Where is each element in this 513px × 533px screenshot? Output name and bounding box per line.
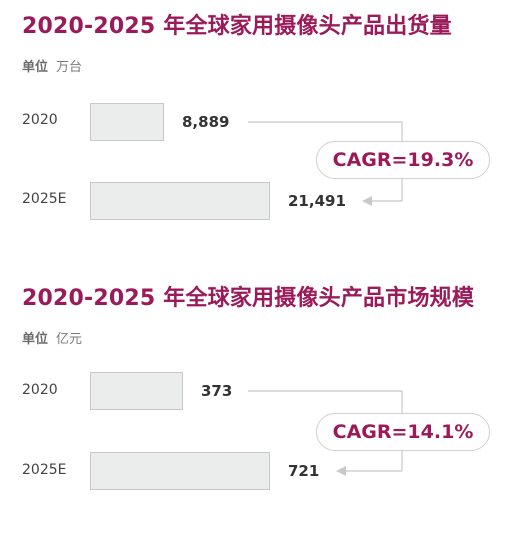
- unit-label: 单位: [22, 332, 49, 347]
- unit-row: 单位 万台: [22, 56, 82, 75]
- cagr-badge: CAGR=14.1%: [316, 413, 490, 451]
- value-label: 373: [201, 382, 233, 400]
- cagr-badge: CAGR=19.3%: [316, 141, 490, 179]
- arrow-head-icon: [336, 466, 346, 476]
- category-label: 2025E: [22, 462, 67, 478]
- arrow-head-icon: [362, 196, 372, 206]
- value-label: 8,889: [182, 113, 230, 131]
- shipment-chart: 2020-2025 年全球家用摄像头产品出货量 单位 万台 2020 2025E …: [0, 0, 513, 250]
- category-label: 2020: [22, 112, 58, 128]
- unit-label: 单位: [22, 60, 49, 75]
- bar: [90, 103, 164, 141]
- chart-title: 2020-2025 年全球家用摄像头产品市场规模: [22, 286, 475, 311]
- unit-value: 亿元: [56, 332, 83, 347]
- unit-value: 万台: [56, 60, 83, 75]
- unit-row: 单位 亿元: [22, 328, 82, 347]
- chart-title: 2020-2025 年全球家用摄像头产品出货量: [22, 14, 452, 39]
- bar: [90, 372, 183, 410]
- bar: [90, 182, 270, 220]
- market-size-chart: 2020-2025 年全球家用摄像头产品市场规模 单位 亿元 2020 2025E…: [0, 272, 513, 522]
- growth-connector: [248, 121, 403, 206]
- value-label: 721: [288, 462, 320, 480]
- bar: [90, 452, 270, 490]
- category-label: 2025E: [22, 191, 67, 207]
- growth-connector: [248, 390, 403, 476]
- category-label: 2020: [22, 382, 58, 398]
- value-label: 21,491: [288, 192, 346, 210]
